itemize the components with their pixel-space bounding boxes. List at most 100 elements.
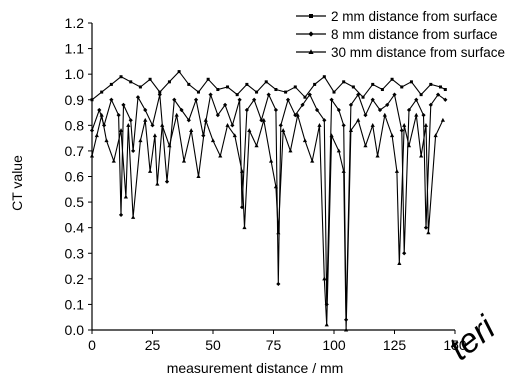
data-point	[216, 88, 220, 92]
y-axis-title: CT value	[9, 155, 25, 211]
data-point	[419, 153, 424, 158]
data-point	[118, 212, 124, 217]
data-point	[135, 95, 141, 100]
x-tick-label: 100	[322, 337, 346, 353]
legend-label: 2 mm distance from surface	[331, 9, 498, 24]
data-point	[210, 138, 216, 143]
data-point	[111, 158, 116, 163]
data-point	[433, 133, 438, 138]
data-point	[423, 123, 429, 127]
data-point	[143, 117, 148, 122]
data-point	[276, 230, 281, 235]
data-point	[429, 82, 433, 86]
data-point	[303, 95, 307, 99]
data-point	[174, 112, 179, 117]
legend-label: 8 mm distance from surface	[331, 27, 498, 42]
legend-item: 2 mm distance from surface	[296, 9, 498, 24]
y-tick-label: 0.7	[65, 143, 85, 159]
data-point	[215, 113, 220, 118]
data-point	[119, 75, 123, 79]
data-point	[123, 194, 128, 199]
data-point	[329, 97, 334, 102]
data-point	[332, 90, 336, 94]
data-point	[399, 128, 404, 133]
data-point	[295, 112, 300, 117]
data-point	[380, 88, 384, 92]
y-tick-label: 1.1	[65, 41, 85, 57]
data-point	[310, 158, 315, 163]
y-tick-label: 0.2	[65, 271, 85, 287]
data-point	[300, 102, 305, 107]
legend: 2 mm distance from surface 8 mm distance …	[296, 9, 505, 60]
data-point	[226, 85, 230, 89]
data-point	[274, 88, 278, 92]
data-point	[189, 128, 194, 132]
ticks: 0.0 0.1 0.2 0.3 0.4 0.5 0.6 0.7 0.8 0.9 1.0 1.1 1.2 0…	[65, 15, 467, 353]
y-tick-label: 0.5	[65, 194, 85, 210]
data-point	[193, 97, 199, 102]
data-point	[150, 123, 155, 128]
data-point	[157, 92, 162, 97]
data-point	[239, 169, 245, 173]
data-point	[389, 133, 395, 138]
data-point	[443, 88, 447, 92]
data-point	[390, 77, 394, 81]
data-point	[97, 107, 102, 113]
data-point	[443, 97, 448, 102]
data-point	[322, 75, 326, 79]
data-point	[126, 123, 131, 127]
data-point	[438, 85, 442, 89]
data-point	[336, 148, 341, 153]
data-point	[131, 148, 136, 154]
data-point	[293, 85, 297, 89]
data-point	[158, 90, 162, 94]
legend-marker	[308, 31, 314, 37]
data-point	[356, 92, 361, 97]
data-point	[116, 113, 121, 118]
data-point	[160, 123, 165, 127]
data-point	[131, 215, 136, 219]
x-tick-label: 50	[205, 337, 221, 353]
data-point	[322, 118, 327, 123]
series-2	[89, 92, 448, 322]
data-point	[375, 153, 380, 158]
data-point	[421, 113, 426, 118]
data-point	[324, 322, 329, 327]
data-point	[138, 85, 142, 89]
data-point	[167, 80, 171, 84]
data-point	[223, 102, 228, 107]
data-point	[281, 128, 286, 132]
y-tick-label: 0.8	[65, 117, 85, 133]
data-point	[172, 97, 177, 102]
data-point	[109, 82, 113, 86]
data-point	[179, 107, 184, 113]
data-point	[147, 169, 153, 173]
series-line	[91, 70, 446, 101]
data-point	[392, 92, 397, 97]
series-1	[90, 70, 447, 102]
data-point	[385, 102, 390, 107]
data-point	[414, 97, 419, 102]
data-point	[148, 77, 152, 81]
data-point	[99, 112, 104, 117]
y-tick-label: 1.0	[65, 66, 85, 82]
data-point	[406, 143, 412, 148]
data-point	[203, 117, 208, 122]
data-point	[314, 107, 320, 113]
data-point	[363, 113, 368, 118]
y-tick-label: 0.1	[65, 296, 85, 312]
data-point	[225, 123, 230, 127]
data-point	[440, 117, 445, 122]
y-tick-label: 0.4	[65, 220, 85, 236]
data-point	[118, 128, 124, 132]
data-point	[181, 158, 187, 163]
series-line	[91, 112, 444, 331]
data-point	[143, 107, 148, 113]
y-tick-label: 0.3	[65, 245, 85, 261]
data-point	[322, 276, 327, 281]
data-point	[317, 123, 322, 127]
data-point	[402, 123, 407, 127]
data-point	[128, 118, 133, 123]
data-point	[419, 93, 423, 97]
